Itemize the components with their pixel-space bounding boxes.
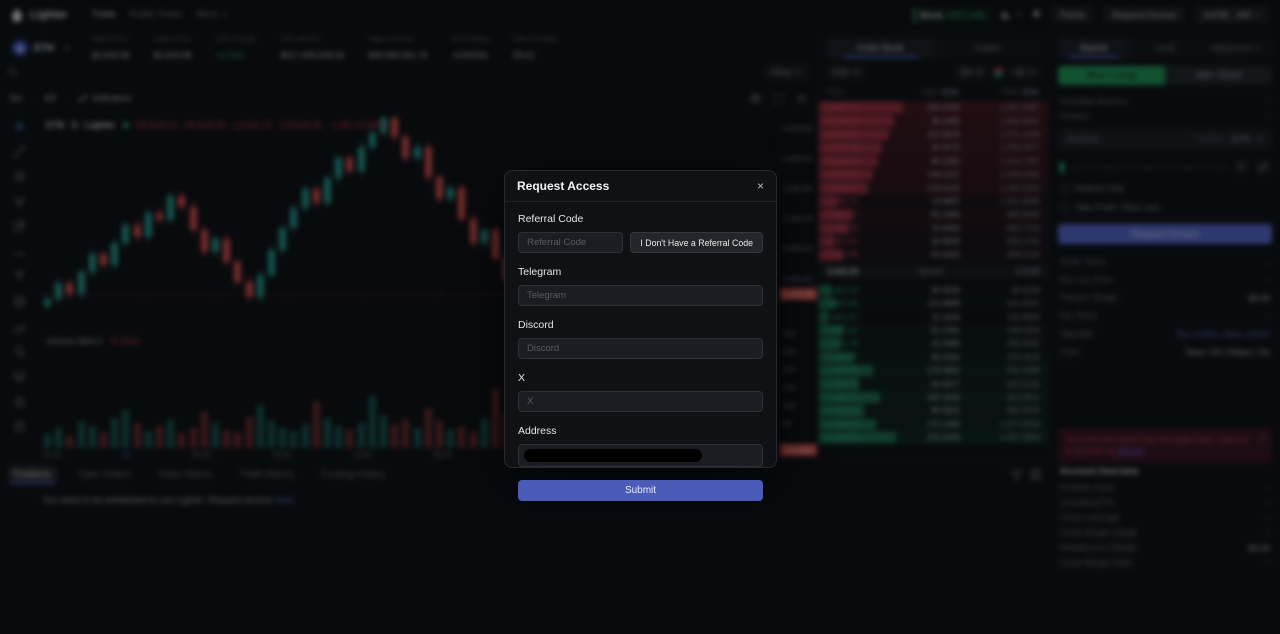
referral-code-input[interactable] <box>518 232 624 253</box>
referral-code-label: Referral Code <box>518 213 584 225</box>
submit-button[interactable]: Submit <box>518 480 763 501</box>
no-referral-code-button[interactable]: I Don't Have a Referral Code <box>630 232 763 253</box>
discord-input[interactable] <box>518 338 763 359</box>
modal-header: Request Access × <box>505 171 776 202</box>
discord-label: Discord <box>518 319 554 331</box>
modal-title: Request Access <box>517 179 610 193</box>
address-field[interactable] <box>518 444 763 467</box>
telegram-input[interactable] <box>518 285 763 306</box>
modal-body: Referral Code I Don't Have a Referral Co… <box>505 202 776 512</box>
close-icon[interactable]: × <box>756 179 764 193</box>
request-access-modal: Request Access × Referral Code I Don't H… <box>504 170 777 501</box>
x-input[interactable] <box>518 391 763 412</box>
telegram-label: Telegram <box>518 266 562 278</box>
redacted-address <box>524 449 702 462</box>
address-label: Address <box>518 425 557 437</box>
x-label: X <box>518 372 526 384</box>
